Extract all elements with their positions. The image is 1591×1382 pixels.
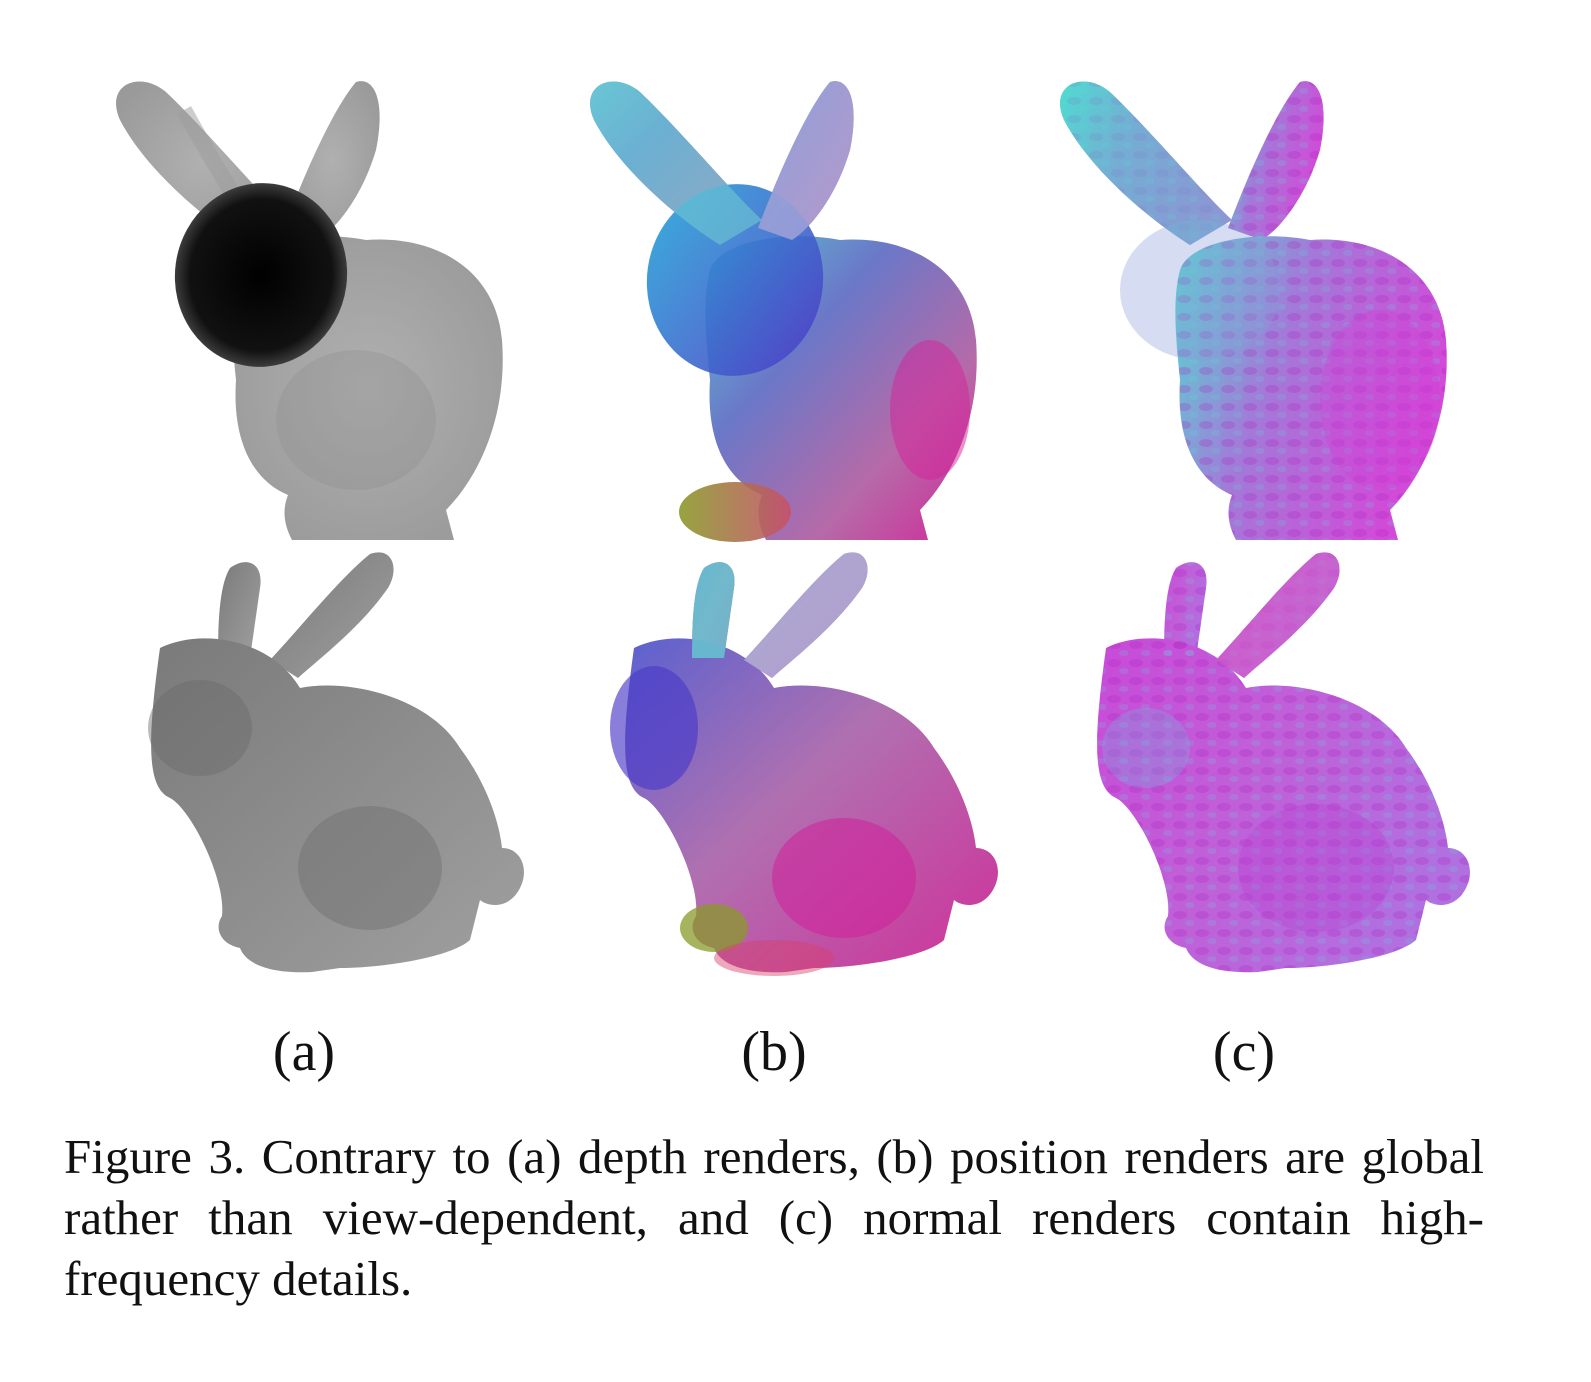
normal-render-bottom bbox=[996, 548, 1486, 988]
subfigure-label-c: (c) bbox=[1212, 1021, 1276, 1083]
position-render-bottom bbox=[524, 548, 1014, 988]
position-render-top bbox=[530, 40, 1000, 550]
subfigure-label-a: (a) bbox=[272, 1021, 336, 1083]
depth-head-near bbox=[174, 183, 348, 367]
depth-render-bottom bbox=[50, 548, 540, 988]
depth-render-top bbox=[56, 40, 526, 550]
subfigure-label-b: (b) bbox=[741, 1021, 807, 1083]
normal-render-top bbox=[1000, 40, 1470, 550]
figure-caption: Figure 3. Contrary to (a) depth renders,… bbox=[64, 1129, 1484, 1306]
